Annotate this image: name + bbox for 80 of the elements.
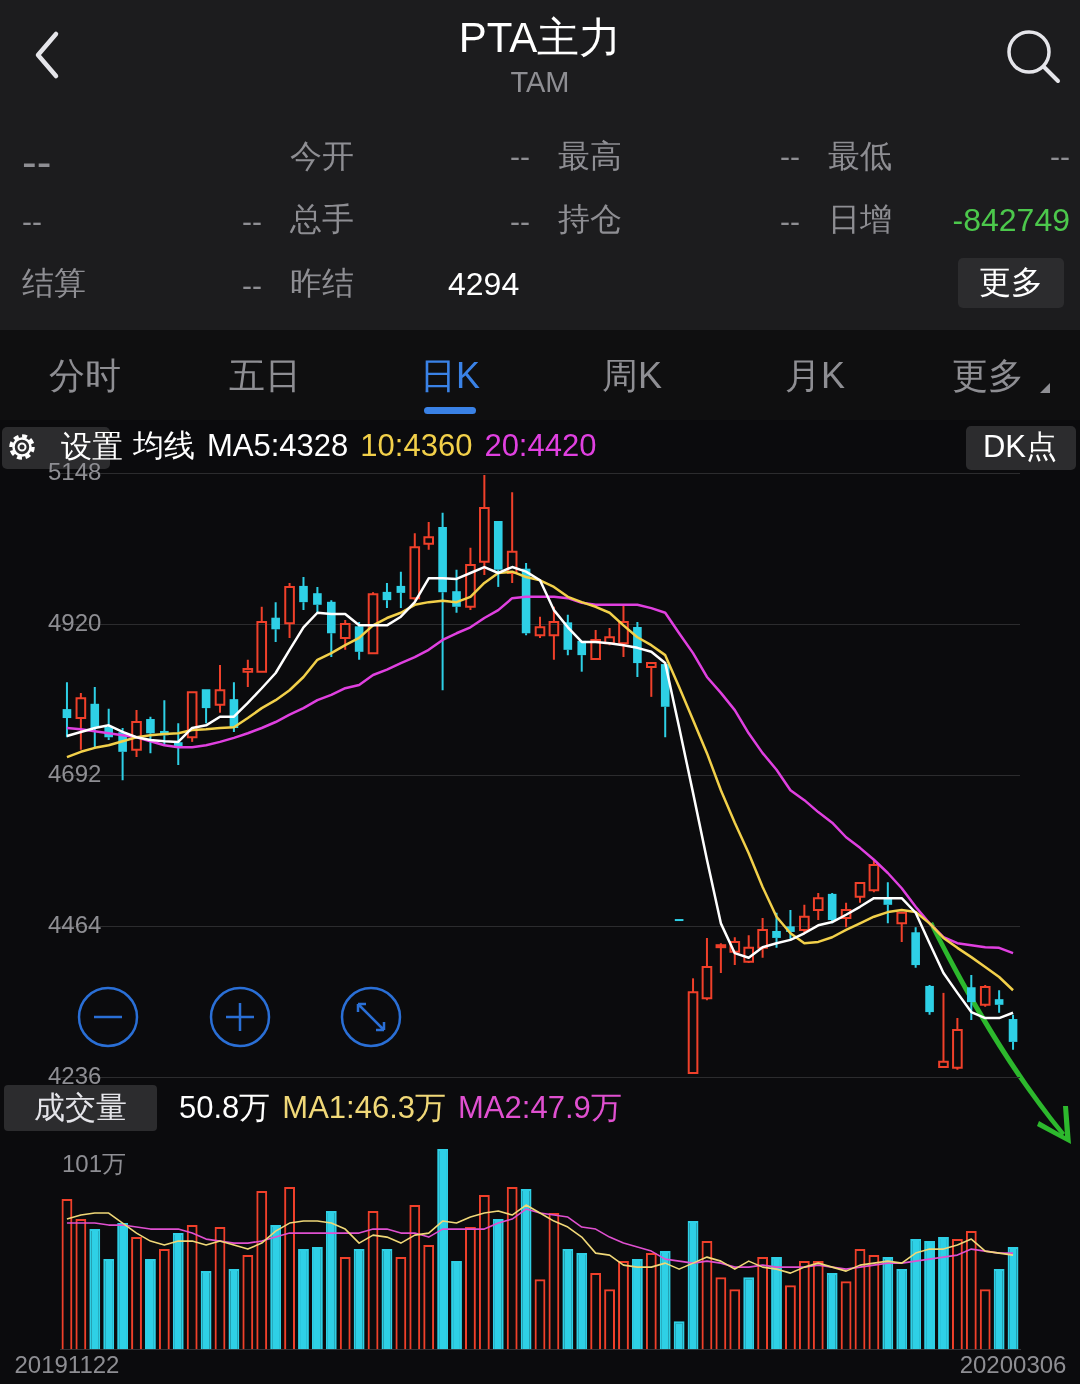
text: -842749 (952, 201, 1070, 239)
candlestick (201, 689, 211, 725)
text: -- (1050, 140, 1070, 174)
candlestick (757, 917, 768, 959)
candlestick (618, 603, 629, 659)
text: 结算 (22, 264, 86, 303)
candlestick (423, 521, 435, 551)
y-tick-label: 4236 (48, 1061, 102, 1089)
text: -- (22, 137, 52, 187)
text: PTA主力 (457, 13, 623, 63)
text: -- (22, 205, 42, 239)
candlestick (701, 936, 713, 1002)
text: 最低 (828, 137, 892, 176)
candlestick (438, 511, 447, 692)
candlestick (396, 570, 406, 610)
text: -- (780, 205, 800, 239)
text: 更多 (979, 263, 1043, 302)
y-tick-label: 4692 (48, 759, 102, 787)
text: 日K (419, 353, 481, 398)
candlestick (465, 546, 476, 612)
candlestick (256, 605, 268, 673)
candlestick (299, 575, 308, 612)
candlestick (479, 473, 490, 576)
text: -- (242, 269, 262, 303)
text: 周K (601, 353, 663, 398)
annotation: 101万 (62, 1149, 127, 1177)
candlestick (1008, 1013, 1018, 1051)
text: MA5:4328 (207, 428, 349, 464)
text: 分时 (49, 353, 121, 398)
candlestick (382, 581, 392, 610)
candlestick (938, 991, 949, 1069)
candlestick (242, 658, 254, 688)
text: -- (510, 205, 530, 239)
candlestick (284, 581, 295, 639)
y-tick-label: 4920 (48, 608, 102, 636)
candlestick (715, 942, 727, 975)
candlestick (214, 664, 226, 714)
text: 持仓 (558, 200, 622, 239)
text: 4294 (448, 265, 520, 303)
text: TAM (509, 66, 571, 99)
candlestick (90, 685, 100, 749)
candlestick (966, 974, 976, 1022)
text: DK点 (982, 428, 1058, 466)
candlestick (271, 601, 280, 643)
candlestick (62, 681, 72, 739)
candlestick (146, 715, 155, 755)
text: MA1:46.3万 (282, 1089, 447, 1127)
candlestick (577, 640, 587, 673)
candlestick (131, 709, 142, 759)
text: 日增 (828, 200, 892, 239)
candlestick (75, 691, 87, 751)
candlestick (548, 605, 560, 661)
text: 最高 (558, 137, 622, 176)
legend-title: 成交量 (34, 1090, 127, 1125)
text: -- (510, 140, 530, 174)
text: MA2:47.9万 (458, 1089, 622, 1127)
text: 五日 (229, 353, 301, 398)
text: 20:4420 (484, 428, 597, 464)
text: 10:4360 (360, 428, 473, 464)
x-tick-label: 20200306 (959, 1351, 1067, 1379)
candlestick (994, 989, 1004, 1014)
candlestick (326, 599, 336, 659)
text: 50.8万 (179, 1089, 271, 1127)
text: -- (780, 140, 800, 174)
text: 总手 (290, 200, 354, 239)
candlestick (896, 911, 908, 943)
candlestick (687, 977, 699, 1075)
candlestick (590, 628, 601, 661)
candlestick (506, 491, 518, 584)
text: 昨结 (290, 264, 354, 303)
y-tick-label: 4464 (48, 910, 102, 938)
text: 月K (784, 353, 846, 398)
x-tick-label: 20191122 (14, 1351, 120, 1379)
text: 今开 (290, 137, 354, 176)
candlestick (645, 662, 657, 698)
text: 更多 (952, 353, 1024, 398)
candlestick (911, 926, 920, 969)
text: -- (242, 205, 262, 239)
candlestick (772, 911, 781, 949)
legend-title: 均线 (133, 427, 195, 465)
